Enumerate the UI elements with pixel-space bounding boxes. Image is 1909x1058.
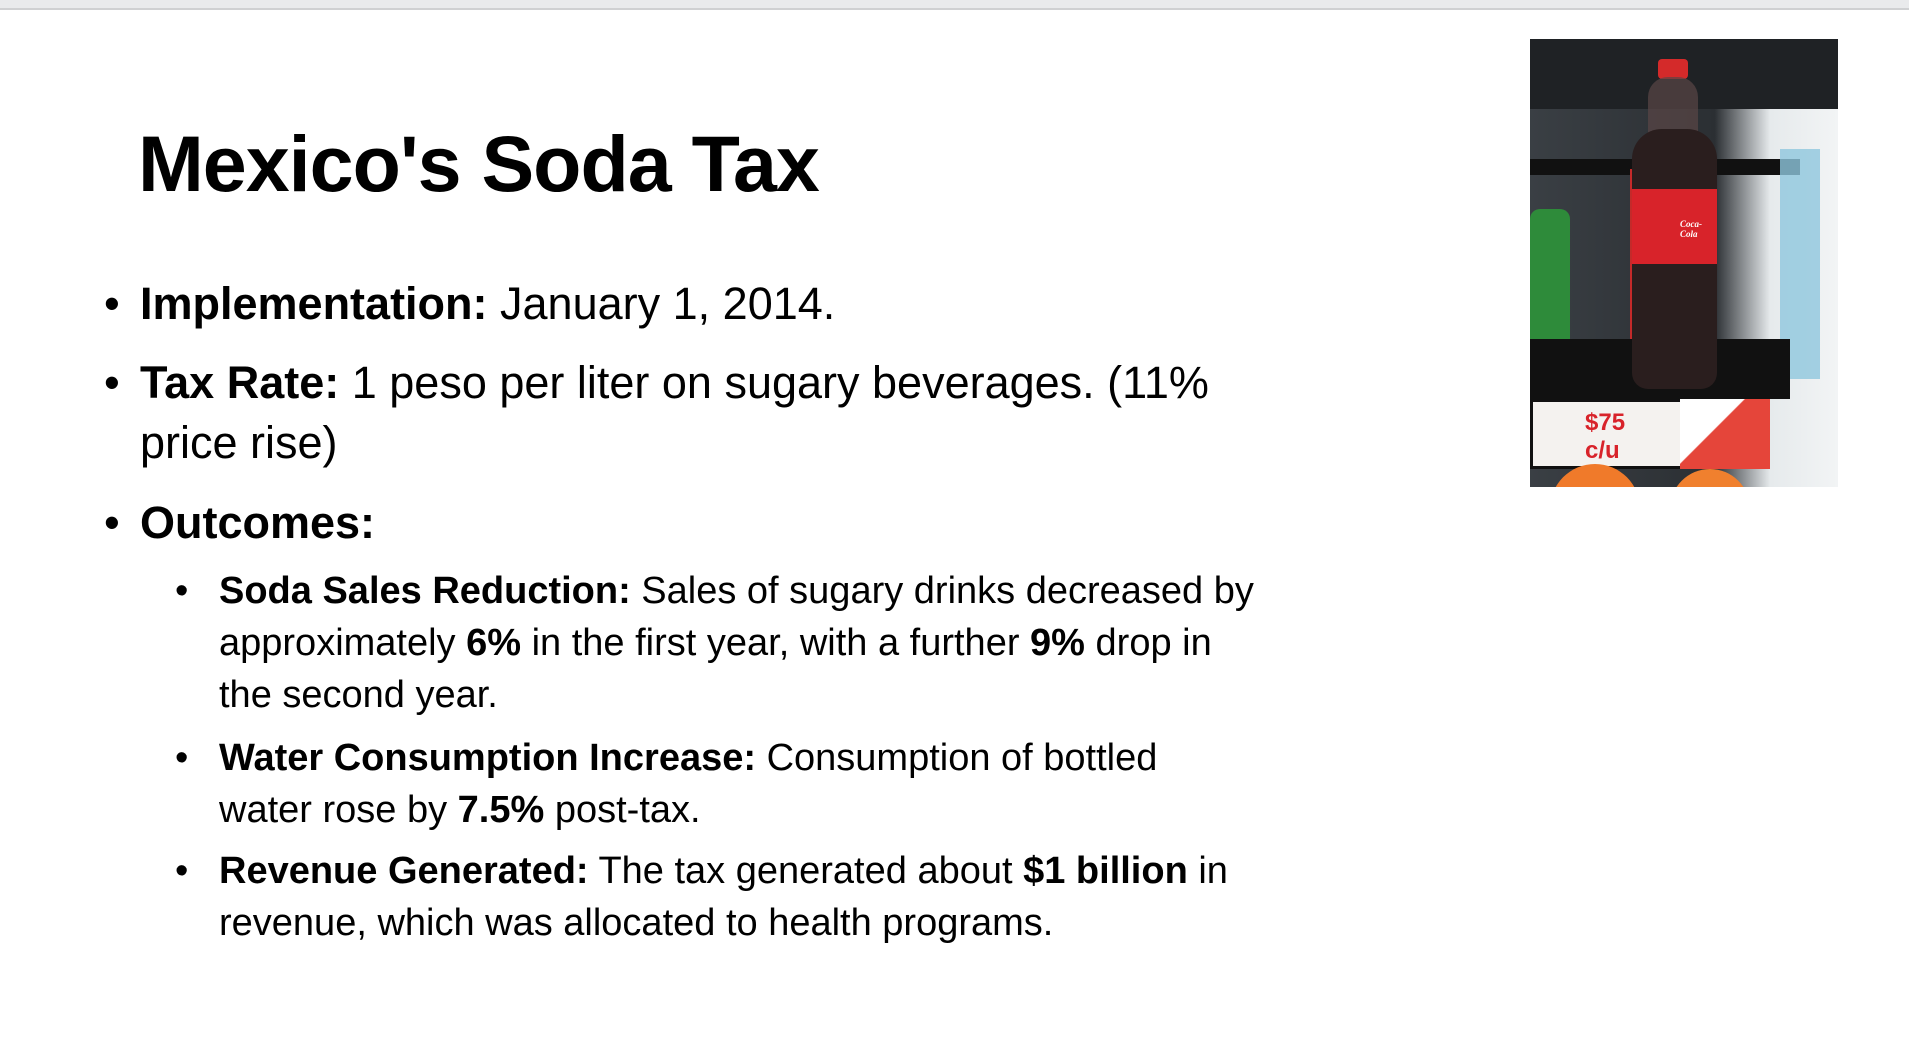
text-run: January 1, 2014. bbox=[487, 278, 836, 329]
sub_bullet-line: • Revenue Generated: The tax generated ab… bbox=[175, 845, 1228, 897]
bold-text: 7.5% bbox=[457, 789, 545, 831]
bullet-dot-icon: • bbox=[104, 357, 120, 408]
bullet-dot-icon: • bbox=[104, 497, 120, 548]
sub_bullet-line: • Water Consumption Increase: Consumption… bbox=[175, 732, 1158, 784]
bold-text: Tax Rate: bbox=[140, 357, 340, 408]
sub_bullet-line: the second year. bbox=[219, 669, 498, 721]
bold-text: Revenue Generated: bbox=[219, 850, 589, 892]
bullet-line: • Tax Rate: 1 peso per liter on sugary be… bbox=[104, 353, 1209, 413]
text-run: the second year. bbox=[219, 674, 498, 716]
slide-title: Mexico's Soda Tax bbox=[138, 119, 820, 208]
text-run: 1 peso per liter on sugary beverages. (1… bbox=[339, 357, 1209, 408]
bold-text: Soda Sales Reduction: bbox=[219, 570, 631, 612]
text-run: The tax generated about bbox=[588, 850, 1024, 892]
text-run: drop in bbox=[1084, 622, 1212, 664]
brand-label: Coca-Cola bbox=[1680, 219, 1702, 239]
text-run: Consumption of bottled bbox=[756, 737, 1158, 779]
bold-text: 9% bbox=[1030, 622, 1085, 664]
bullet-line: price rise) bbox=[140, 413, 338, 473]
text-run: revenue, which was allocated to health p… bbox=[219, 902, 1054, 944]
sub_bullet-line: • Soda Sales Reduction: Sales of sugary d… bbox=[175, 565, 1254, 617]
window-top-bar bbox=[0, 0, 1909, 10]
bullet-dot-icon: • bbox=[175, 737, 189, 779]
text-run: approximately bbox=[219, 622, 467, 664]
text-run: water rose by bbox=[219, 789, 458, 831]
bold-text: Water Consumption Increase: bbox=[219, 737, 757, 779]
sub_bullet-line: approximately 6% in the first year, with… bbox=[219, 617, 1212, 669]
text-run: post-tax. bbox=[544, 789, 701, 831]
coca-cola-bottle-photo: $75 c/u Coca-Cola bbox=[1530, 39, 1838, 487]
bold-text: Implementation: bbox=[140, 278, 488, 329]
bold-text: 6% bbox=[466, 622, 522, 664]
bullet-dot-icon: • bbox=[175, 570, 189, 612]
bullet-dot-icon: • bbox=[104, 278, 120, 329]
sub_bullet-line: revenue, which was allocated to health p… bbox=[219, 897, 1053, 949]
bullet-dot-icon: • bbox=[175, 850, 189, 892]
bold-text: $1 billion bbox=[1023, 850, 1188, 892]
text-run: in the first year, with a further bbox=[521, 622, 1031, 664]
text-run: price rise) bbox=[140, 417, 338, 468]
price-tag: $75 c/u bbox=[1585, 409, 1626, 464]
bullet-line: • Outcomes: bbox=[104, 493, 376, 553]
bullet-line: • Implementation: January 1, 2014. bbox=[104, 274, 836, 334]
sub_bullet-line: water rose by 7.5% post-tax. bbox=[219, 784, 701, 836]
text-run: in bbox=[1187, 850, 1228, 892]
text-run: Sales of sugary drinks decreased by bbox=[630, 570, 1254, 612]
bold-text: Outcomes: bbox=[140, 497, 376, 548]
